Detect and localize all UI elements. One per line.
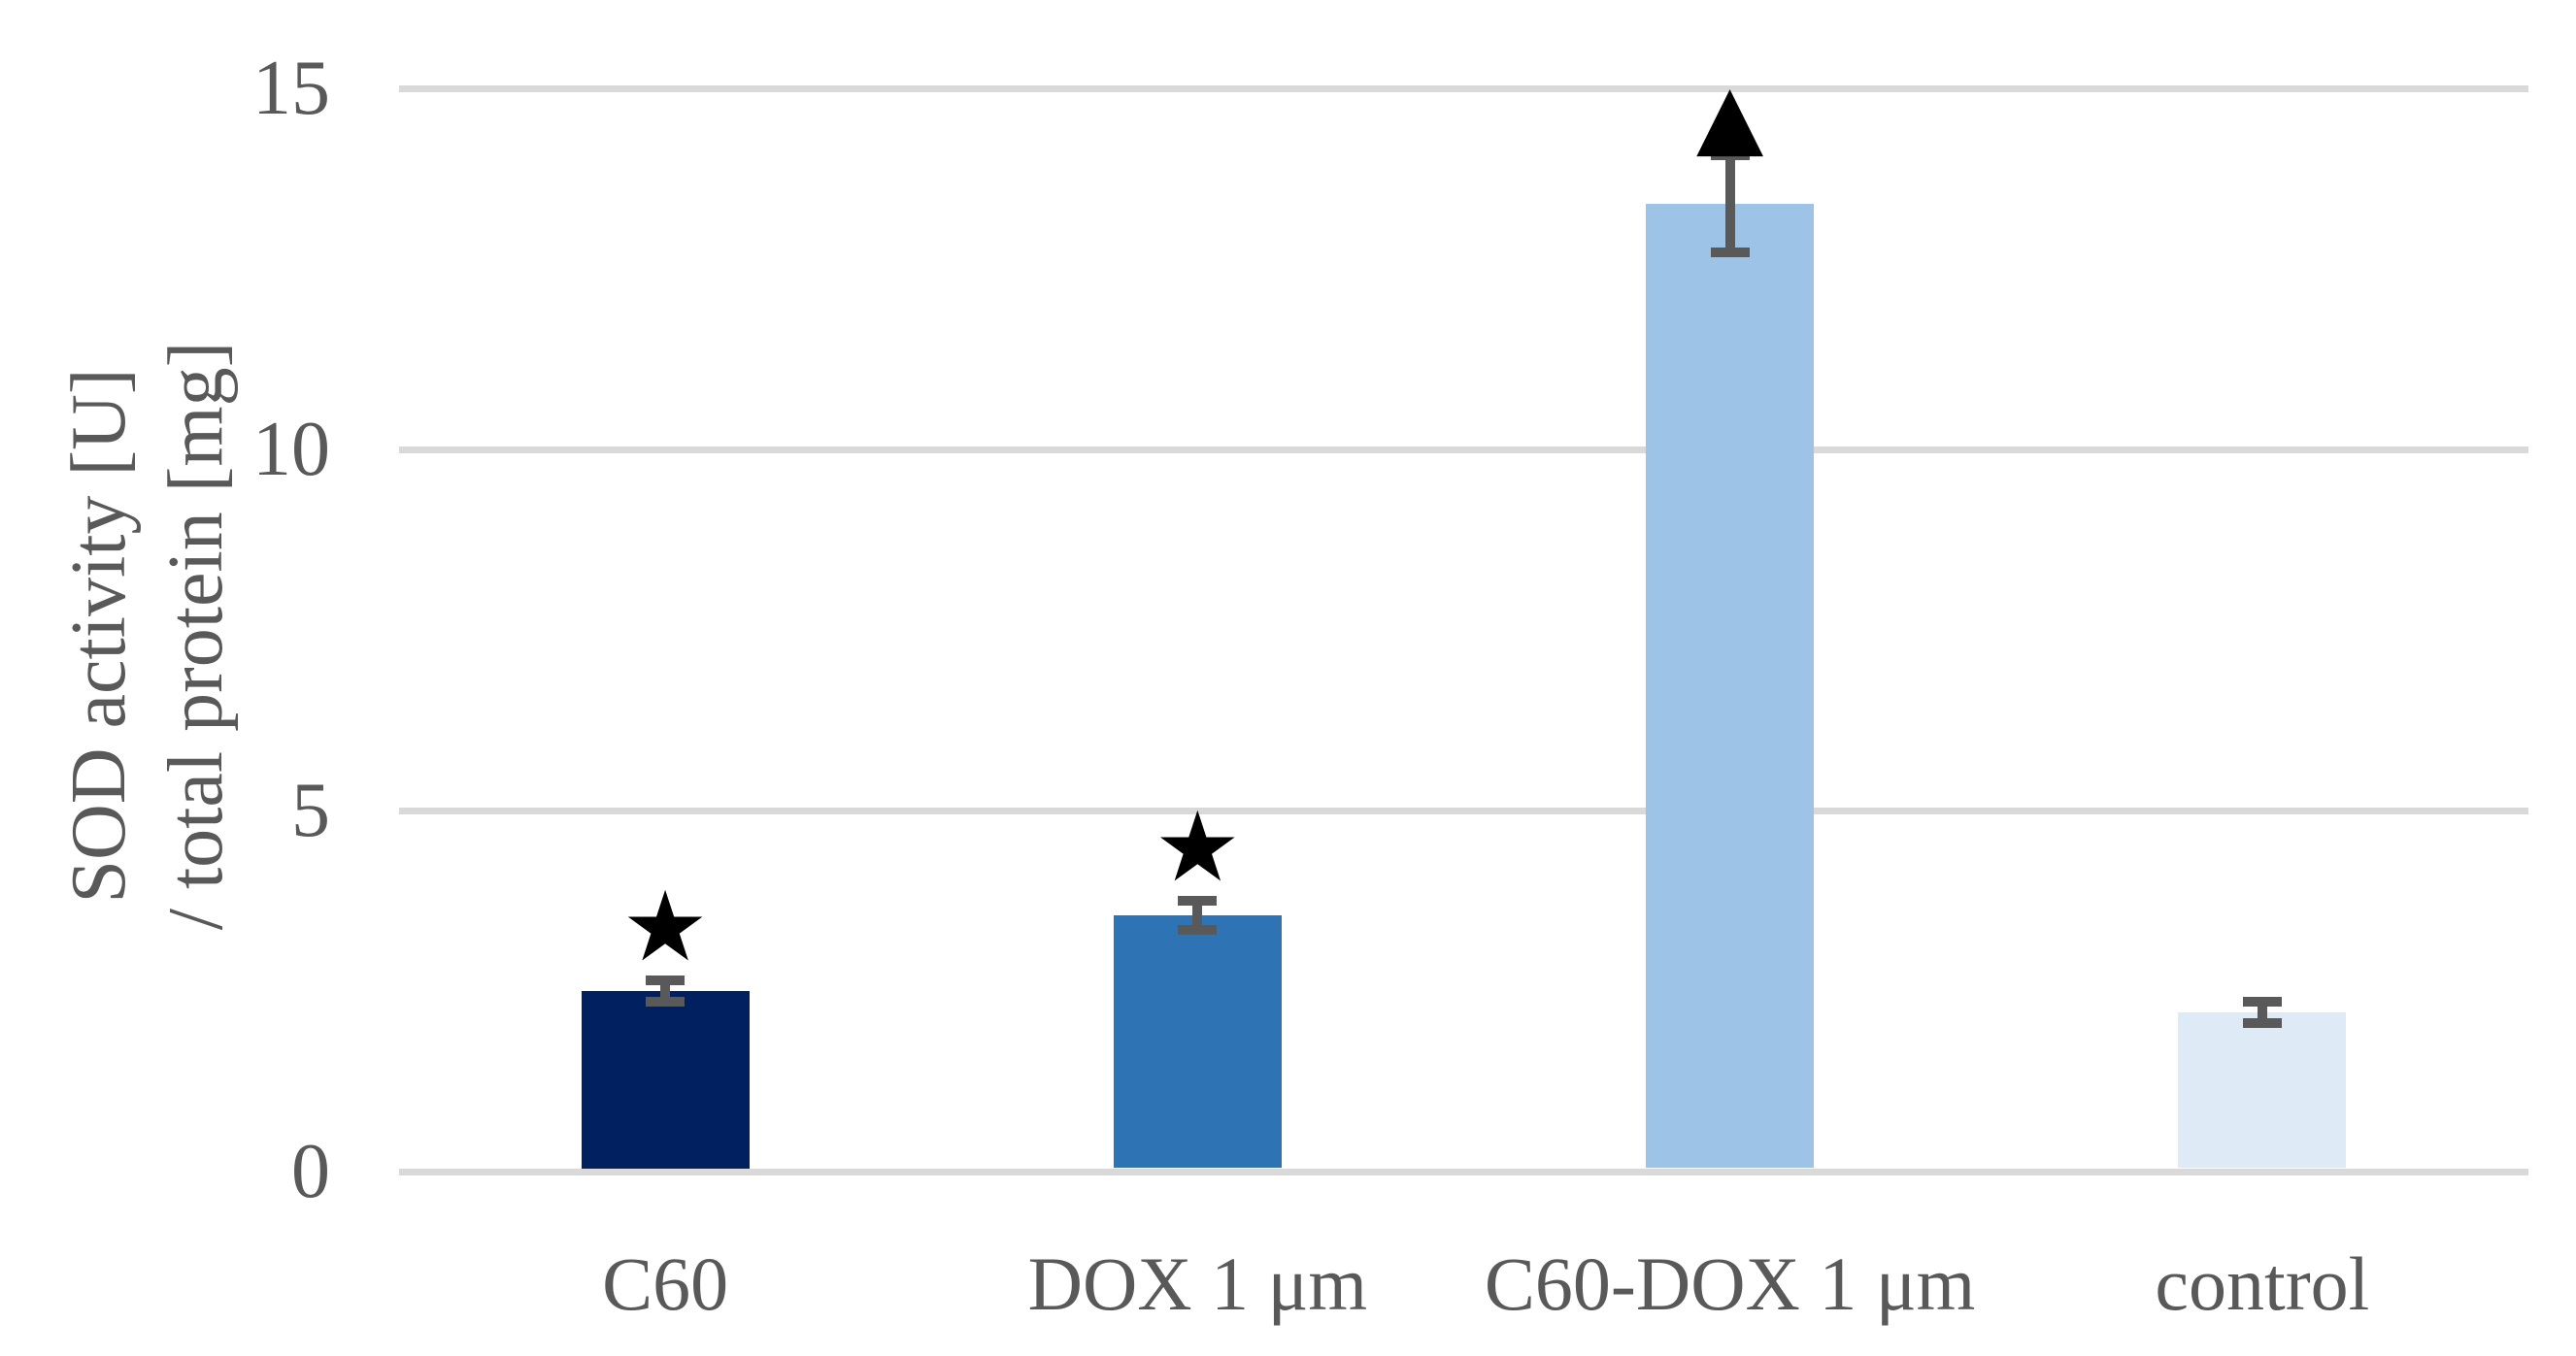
- bar: [1646, 204, 1815, 1169]
- gridline: [399, 446, 2528, 453]
- significance-star-icon: ★: [1154, 790, 1242, 904]
- y-tick-label: 10: [252, 407, 330, 492]
- x-tick-label: C60-DOX 1 μm: [1484, 1241, 1976, 1326]
- bar: [581, 991, 750, 1169]
- y-tick-label: 15: [252, 46, 330, 131]
- error-bar-cap: [1178, 896, 1218, 906]
- x-tick-label: DOX 1 μm: [1027, 1241, 1368, 1326]
- gridline: [399, 84, 2528, 92]
- error-bar-cap: [1178, 924, 1218, 935]
- error-bar-stem: [660, 979, 671, 1003]
- y-tick-label: 0: [291, 1129, 330, 1214]
- error-bar-cap: [646, 975, 686, 985]
- error-bar-stem: [1192, 901, 1203, 930]
- gridline: [399, 1168, 2528, 1175]
- error-bar-cap: [646, 997, 686, 1008]
- error-bar-cap: [2242, 997, 2282, 1008]
- bar: [1113, 914, 1282, 1169]
- error-bar-cap: [1710, 150, 1750, 161]
- gridline: [399, 807, 2528, 814]
- error-bar-stem: [1724, 155, 1735, 252]
- bar: [2178, 1012, 2347, 1169]
- y-tick-label: 5: [291, 768, 330, 853]
- error-bar-cap: [2242, 1018, 2282, 1029]
- significance-triangle-icon: ▲: [1696, 65, 1764, 168]
- error-bar-stem: [2257, 1002, 2267, 1024]
- significance-star-icon: ★: [621, 869, 709, 983]
- x-tick-label: C60: [602, 1241, 729, 1326]
- error-bar-cap: [1710, 247, 1750, 257]
- x-tick-label: control: [2155, 1241, 2370, 1326]
